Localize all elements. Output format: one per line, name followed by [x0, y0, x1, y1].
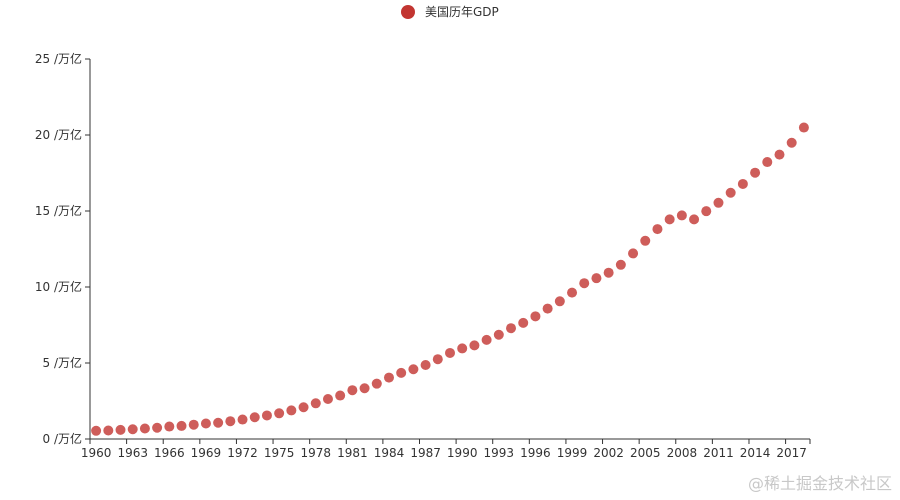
watermark: @稀土掘金技术社区	[747, 474, 892, 493]
legend-marker	[401, 5, 415, 19]
y-tick-label: 0 /万亿	[43, 431, 83, 446]
x-tick-label: 2014	[740, 446, 771, 460]
data-point	[225, 416, 236, 427]
data-point	[628, 248, 639, 259]
data-point	[103, 425, 114, 436]
data-point	[432, 354, 443, 365]
data-point	[127, 424, 138, 435]
data-point	[750, 167, 761, 178]
data-point	[689, 214, 700, 225]
data-point	[139, 423, 150, 434]
data-point	[481, 334, 492, 345]
data-point	[445, 347, 455, 358]
data-point	[713, 197, 724, 208]
data-point	[591, 273, 602, 284]
data-point	[518, 317, 529, 328]
x-tick-label: 1999	[557, 446, 588, 460]
data-point	[298, 402, 309, 413]
data-point	[469, 340, 480, 351]
data-point	[200, 418, 211, 429]
data-point	[493, 329, 504, 340]
y-tick-label: 20 /万亿	[35, 127, 82, 142]
data-point	[615, 259, 626, 270]
data-point	[213, 417, 224, 428]
x-tick-label: 2002	[593, 446, 624, 460]
data-point	[774, 149, 785, 160]
data-point	[530, 311, 541, 322]
x-tick-label: 1972	[227, 446, 258, 460]
data-point	[737, 178, 748, 189]
data-point	[274, 408, 285, 419]
data-point	[676, 210, 687, 221]
data-point	[408, 364, 419, 375]
data-point	[383, 372, 394, 383]
data-point	[554, 296, 565, 307]
data-point	[371, 378, 382, 389]
x-tick-label: 1966	[154, 446, 185, 460]
x-tick-label: 1993	[484, 446, 515, 460]
x-tick-label: 2005	[630, 446, 661, 460]
data-point	[567, 287, 578, 298]
data-point	[664, 214, 675, 225]
data-point	[579, 278, 590, 289]
data-point	[115, 424, 126, 435]
data-point	[164, 421, 175, 432]
y-tick-label: 25 /万亿	[35, 51, 82, 66]
data-point	[310, 398, 321, 409]
data-point	[261, 410, 272, 421]
x-tick-label: 2017	[776, 446, 807, 460]
data-point	[420, 359, 431, 370]
data-point	[640, 235, 651, 246]
data-point	[359, 383, 370, 394]
data-point	[152, 422, 163, 433]
x-tick-label: 1969	[191, 446, 222, 460]
x-tick-label: 1963	[117, 446, 148, 460]
x-tick-label: 1990	[447, 446, 478, 460]
data-point	[457, 343, 468, 354]
x-tick-label: 1987	[410, 446, 441, 460]
data-point	[762, 157, 773, 168]
x-tick-label: 1975	[264, 446, 295, 460]
data-point	[322, 394, 333, 405]
data-point	[249, 412, 260, 423]
data-point	[652, 224, 663, 235]
data-point	[603, 267, 614, 278]
x-tick-label: 1978	[300, 446, 331, 460]
data-point	[335, 390, 346, 401]
data-point	[701, 206, 712, 217]
data-point	[237, 414, 248, 425]
data-point	[176, 420, 187, 431]
data-point	[786, 137, 797, 148]
data-point	[347, 385, 358, 396]
data-point	[286, 405, 297, 416]
x-tick-label: 2008	[667, 446, 698, 460]
x-tick-label: 1981	[337, 446, 368, 460]
data-point	[396, 367, 407, 378]
data-point	[506, 323, 517, 334]
x-tick-label: 1996	[520, 446, 551, 460]
data-point	[188, 419, 199, 430]
data-point	[798, 122, 809, 133]
legend-label: 美国历年GDP	[425, 5, 499, 19]
data-point	[91, 425, 102, 436]
y-tick-label: 10 /万亿	[35, 279, 82, 294]
x-tick-label: 1960	[81, 446, 112, 460]
y-tick-label: 15 /万亿	[35, 203, 82, 218]
x-tick-label: 1984	[374, 446, 405, 460]
data-point	[725, 187, 736, 198]
y-tick-label: 5 /万亿	[43, 355, 83, 370]
x-tick-label: 2011	[703, 446, 734, 460]
data-point	[542, 303, 553, 314]
